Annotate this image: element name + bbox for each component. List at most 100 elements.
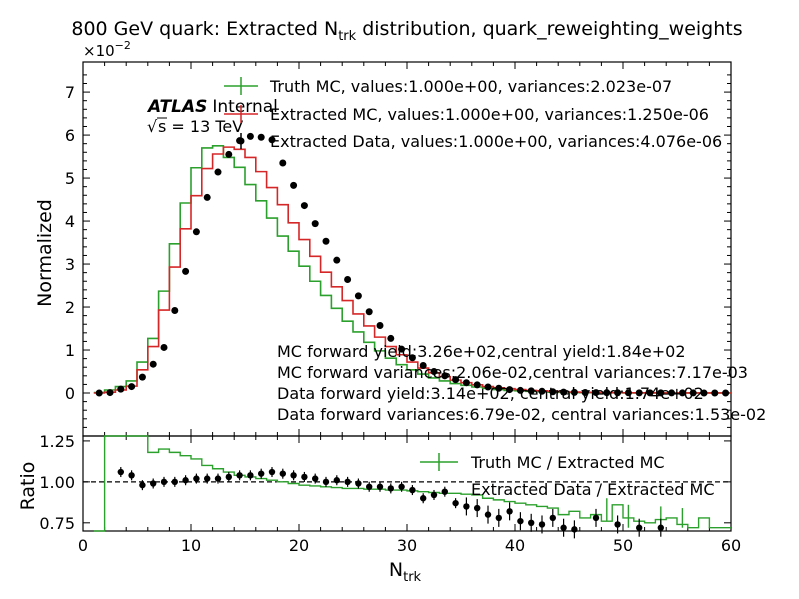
data-point (452, 376, 460, 384)
data-point (214, 168, 222, 176)
data-point (516, 386, 524, 394)
data-point (106, 389, 114, 397)
ratio-data-point (301, 473, 308, 481)
data-point (160, 343, 168, 351)
svg-text:Truth MC, values:1.000e+00, va: Truth MC, values:1.000e+00, variances:2.… (269, 77, 672, 96)
y-tick-label: 6 (65, 126, 75, 145)
series-extracted-mc (93, 146, 731, 394)
x-tick-label: 60 (721, 536, 741, 555)
ratio-data-point (204, 475, 211, 482)
ratio-data-point (214, 475, 222, 482)
legend-top: Truth MC, values:1.000e+00, variances:2.… (224, 77, 722, 151)
data-point (246, 132, 254, 140)
annotation-line-3: Data forward yield:3.14e+02, central yie… (277, 384, 704, 403)
x-tick-label: 20 (289, 536, 309, 555)
data-point (95, 389, 103, 397)
atlas-experiment: ATLAS (146, 97, 207, 117)
y-exponent: ×10−2 (83, 39, 131, 60)
data-point (560, 388, 568, 396)
data-point (678, 389, 686, 397)
data-point (603, 389, 611, 397)
ratio-data-point (366, 483, 373, 490)
data-point (419, 361, 427, 369)
annotation-line-4: Data forward variances:6.79e-02, central… (277, 405, 766, 424)
data-point (624, 389, 632, 397)
data-point (527, 387, 535, 395)
data-point (149, 360, 157, 368)
ratio-data-point (225, 473, 232, 481)
svg-text:√: √ (147, 117, 158, 136)
data-point (635, 389, 643, 397)
x-tick-label: 10 (181, 536, 201, 555)
ratio-data-point (128, 472, 135, 479)
data-point (592, 389, 600, 397)
data-point (333, 256, 341, 264)
ratio-y-tick-label: 1.25 (39, 432, 75, 451)
ratio-data-point (560, 524, 567, 531)
ratio-data-point (268, 468, 276, 476)
data-point (538, 387, 546, 395)
data-point (430, 368, 438, 376)
data-point (138, 373, 146, 381)
y-tick-label: 2 (65, 298, 75, 317)
x-axis-label: Ntrk (389, 559, 422, 585)
ratio-data-point (506, 508, 513, 515)
ratio-data-point (376, 483, 384, 490)
data-point (473, 381, 481, 389)
ratio-data-point (441, 488, 448, 495)
ratio-data-point (430, 491, 438, 499)
data-point (290, 181, 298, 189)
ratio-data-point (420, 495, 427, 502)
data-point (279, 159, 287, 167)
ratio-data-point (333, 477, 340, 484)
data-point (668, 389, 676, 397)
ratio-data-point (182, 477, 189, 484)
annotation-line-2: MC forward variances:2.06e-02,central va… (277, 363, 748, 382)
ratio-data-point (409, 486, 416, 494)
ratio-data-point (160, 478, 168, 486)
data-point (365, 308, 373, 316)
data-point (225, 150, 233, 158)
data-point (700, 389, 708, 397)
legend-ratio: Truth MC / Extracted MC Extracted Data /… (420, 453, 715, 499)
legend-entry-extracted-data: Extracted Data, values:1.000e+00, varian… (237, 132, 722, 151)
ratio-data-point (549, 514, 556, 522)
ratio-data-point (258, 470, 265, 477)
legend-entry-data-over-extracted: Extracted Data / Extracted MC (471, 480, 715, 499)
ratio-y-tick-label: 0.75 (39, 514, 75, 533)
ratio-data-point (398, 483, 405, 490)
data-point (657, 389, 665, 397)
data-point (441, 372, 449, 380)
yield-annotations: MC forward yield:3.26e+02,central yield:… (277, 342, 766, 424)
x-tick-label: 50 (613, 536, 633, 555)
svg-text:Extracted MC, values:1.000e+00: Extracted MC, values:1.000e+00, variance… (270, 105, 709, 124)
ratio-data-point (517, 517, 524, 525)
chart-title-sub: trk (338, 29, 356, 44)
energy-text: s = 13 TeV (158, 117, 243, 136)
ratio-data-point (571, 526, 578, 533)
ratio-data-point (528, 519, 535, 527)
data-point (344, 276, 352, 284)
ratio-data-point (538, 521, 546, 528)
ratio-data-point (312, 475, 319, 482)
data-point (311, 220, 319, 228)
ratio-data-point (484, 511, 492, 518)
data-point (300, 202, 308, 210)
ratio-data-point (236, 472, 243, 479)
chart-title: 800 GeV quark: Extracted Ntrk distributi… (71, 18, 742, 44)
ratio-data-point (247, 472, 254, 479)
data-point (570, 388, 578, 396)
y-tick-label: 5 (65, 169, 75, 188)
ratio-panel: 0 10 20 30 40 50 60 0.75 1.00 1.25 (39, 432, 741, 555)
data-point (182, 267, 190, 275)
data-point (354, 292, 362, 300)
ratio-data-point (657, 524, 664, 531)
data-point (117, 385, 125, 393)
data-point (387, 334, 395, 342)
energy-label: √ s = 13 TeV (147, 117, 243, 136)
ratio-truth-over-extracted (93, 435, 731, 532)
ratio-data-point (279, 470, 286, 477)
ratio-data-point (452, 499, 459, 507)
ratio-data-point (139, 481, 146, 489)
